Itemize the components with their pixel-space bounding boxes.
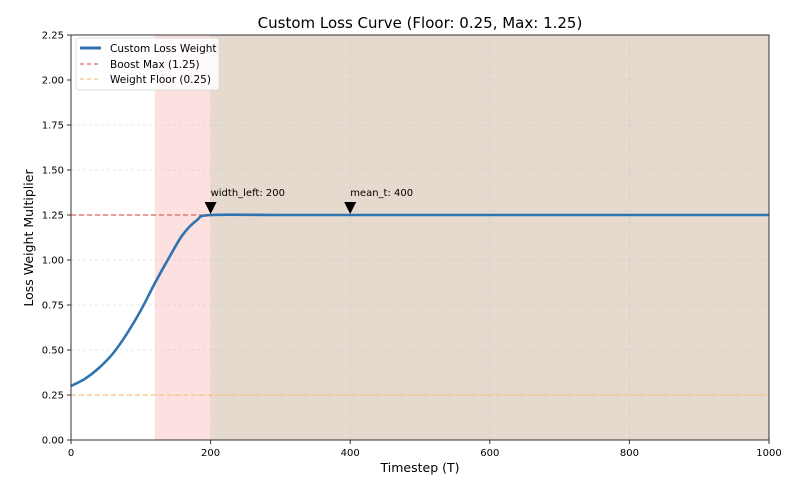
legend-label: Custom Loss Weight bbox=[110, 43, 217, 55]
y-tick-label: 0.25 bbox=[42, 391, 64, 402]
y-tick-label: 0.00 bbox=[42, 436, 64, 447]
y-tick-label: 0.75 bbox=[42, 301, 64, 312]
legend-label: Weight Floor (0.25) bbox=[110, 74, 211, 86]
plot-frame bbox=[70, 34, 770, 441]
x-tick-label: 0 bbox=[68, 448, 74, 459]
x-tick-label: 200 bbox=[201, 448, 220, 459]
y-tick-label: 1.50 bbox=[42, 166, 64, 177]
annotation-marker-icon bbox=[204, 202, 217, 214]
y-tick-label: 1.25 bbox=[42, 211, 64, 222]
legend-label: Boost Max (1.25) bbox=[110, 59, 200, 71]
y-axis-label: Loss Weight Multiplier bbox=[21, 169, 36, 307]
legend: Custom Loss Weight Boost Max (1.25) Weig… bbox=[75, 37, 220, 91]
y-tick-label: 0.50 bbox=[42, 346, 64, 357]
shaded-region bbox=[154, 35, 211, 440]
y-tick-label: 2.25 bbox=[42, 31, 64, 42]
y-tick-label: 1.00 bbox=[42, 256, 64, 267]
chart-title: Custom Loss Curve (Floor: 0.25, Max: 1.2… bbox=[258, 14, 583, 32]
x-tick-label: 400 bbox=[341, 448, 360, 459]
annotation-label: mean_t: 400 bbox=[350, 188, 413, 199]
annotation-label: width_left: 200 bbox=[211, 188, 285, 199]
x-tick-label: 600 bbox=[480, 448, 499, 459]
x-axis-label: Timestep (T) bbox=[380, 460, 460, 475]
x-tick-label: 1000 bbox=[756, 448, 781, 459]
annotation-marker-icon bbox=[344, 202, 357, 214]
y-tick-label: 1.75 bbox=[42, 121, 64, 132]
y-tick-label: 2.00 bbox=[42, 76, 64, 87]
loss-weight-curve bbox=[70, 213, 769, 388]
x-tick-label: 800 bbox=[620, 448, 639, 459]
